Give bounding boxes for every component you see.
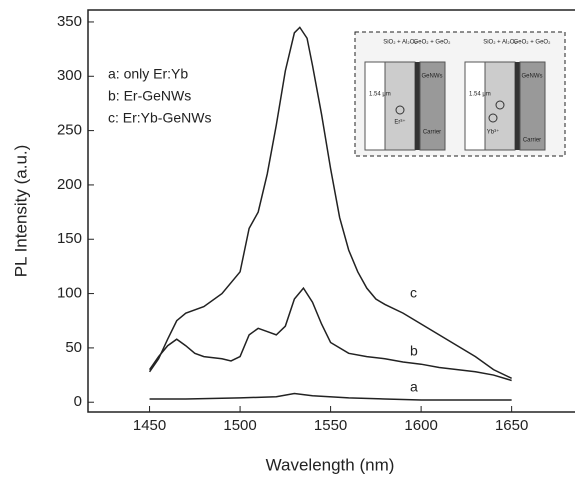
inset-layer (519, 61, 546, 151)
line (148, 286, 512, 382)
line (149, 392, 512, 401)
x-tick-label: 1450 (133, 417, 166, 434)
inset-ion (495, 100, 505, 110)
inset-ion (395, 105, 405, 115)
y-tick-label: 200 (57, 176, 82, 193)
y-tick-label: 350 (57, 13, 82, 30)
x-tick-label: 1500 (223, 417, 256, 434)
curve-label: a (410, 379, 418, 395)
inset-label: SiO₂ + Al₂O₃ (483, 40, 517, 46)
inset-label: GeO₂ + GeO₂ (514, 40, 552, 46)
inset-label: Er³⁺ (394, 119, 405, 126)
inset-layer (515, 62, 520, 150)
inset-layer (364, 61, 386, 151)
inset-label: GeO₂ + GeO₂ (414, 40, 452, 46)
legend-label: c: Er:Yb-GeNWs (108, 110, 211, 126)
x-tick-label: 1550 (314, 417, 347, 434)
inset-label: GeNWs (522, 74, 543, 80)
inset-label: SiO₂ + Al₂O₃ (383, 40, 417, 46)
y-tick-label: 50 (65, 339, 82, 356)
legend-label: b: Er-GeNWs (108, 88, 191, 104)
plot-frame (87, 9, 575, 413)
legend-label: a: only Er:Yb (108, 66, 188, 82)
y-tick-label: 250 (57, 122, 82, 139)
inset-layer (484, 61, 516, 151)
inset-label: Yb³⁺ (487, 129, 500, 136)
y-tick-label: 150 (57, 230, 82, 247)
inset-label: Carrier (523, 138, 541, 144)
y-tick-label: 100 (57, 285, 82, 302)
curve-label: b (410, 343, 418, 359)
inset-label: 1.54 μm (369, 92, 391, 98)
inset-label: Carrier (423, 130, 441, 136)
y-tick-label: 300 (57, 67, 82, 84)
inset-label: 1.54 μm (469, 92, 491, 98)
inset-ion (488, 113, 498, 123)
inset-layer (419, 61, 446, 151)
x-axis-title: Wavelength (nm) (266, 455, 395, 474)
inset: SiO₂ + Al₂O₃ GeO₂ + GeO₂ 1.54 μm Er³⁺ Ge… (354, 31, 566, 157)
inset-layer (464, 61, 486, 151)
x-tick-label: 1650 (495, 417, 528, 434)
y-tick-label: 0 (74, 393, 82, 410)
inset-layer (415, 62, 420, 150)
x-tick-label: 1600 (404, 417, 437, 434)
inset-label: GeNWs (422, 74, 443, 80)
curve-label: c (410, 285, 417, 301)
line (148, 26, 512, 379)
y-axis-title: PL Intensity (a.u.) (11, 145, 30, 278)
